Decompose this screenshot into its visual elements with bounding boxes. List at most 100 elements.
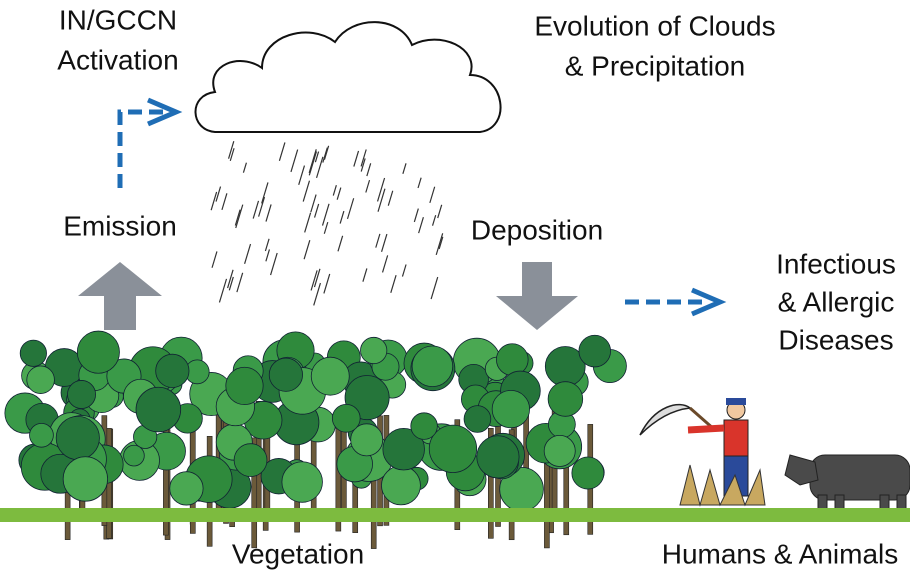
foliage [77, 331, 119, 373]
foliage [124, 445, 145, 466]
raindrop [436, 233, 442, 255]
raindrop [222, 193, 227, 210]
raindrop [337, 188, 341, 200]
raindrop [315, 204, 319, 218]
emission-label: Emission [63, 210, 177, 241]
raindrop [419, 217, 424, 233]
foliage [170, 472, 203, 505]
raindrop [236, 205, 243, 228]
raindrop [253, 201, 258, 219]
foliage [412, 346, 453, 387]
foliage [156, 354, 189, 387]
foliage [572, 457, 604, 489]
raindrop [291, 150, 298, 172]
raindrop [245, 244, 251, 264]
raindrop [378, 178, 385, 201]
raindrop [317, 157, 323, 178]
foliage [136, 387, 181, 432]
foliage [381, 466, 420, 505]
raindrop [219, 279, 226, 303]
foliage [361, 337, 387, 363]
raindrop [303, 181, 309, 202]
raindrop [438, 205, 442, 218]
raindrop [366, 180, 370, 192]
raindrop [237, 273, 243, 292]
foliage [332, 404, 360, 432]
foliage [492, 390, 529, 427]
diseases-label: & Allergic [778, 286, 895, 317]
raindrop [378, 189, 385, 212]
raindrop [299, 166, 305, 185]
raindrop [403, 163, 406, 174]
deposition-label: Deposition [471, 214, 603, 245]
clouds-label: & Precipitation [565, 50, 746, 81]
raindrop [430, 187, 435, 203]
clouds-label: Evolution of Clouds [534, 10, 775, 41]
foliage [234, 444, 267, 477]
diagram: IN/GCCN Activation Evolution of Clouds &… [0, 0, 910, 572]
raindrop [402, 264, 406, 276]
ground [0, 508, 910, 522]
raindrop [279, 142, 285, 160]
raindrop [324, 222, 327, 234]
raindrop [266, 249, 270, 261]
diseases-label: Infectious [776, 248, 896, 279]
vegetation-label: Vegetation [232, 538, 364, 569]
activation-arrow [120, 112, 165, 188]
activation-label: Activation [57, 44, 178, 75]
foliage [226, 367, 263, 404]
humans-label: Humans & Animals [662, 538, 899, 569]
foliage [464, 406, 491, 433]
raindrop [259, 197, 265, 217]
raindrop [324, 146, 328, 160]
foliage [429, 425, 476, 472]
raindrop [382, 234, 387, 252]
raindrop [262, 182, 268, 203]
raindrop [311, 195, 316, 213]
raindrop [243, 163, 246, 173]
raindrop [271, 253, 278, 275]
deposition-arrow [496, 262, 578, 330]
foliage [544, 435, 575, 466]
raindrop [363, 268, 367, 281]
raindrop [323, 148, 327, 163]
raindrop [391, 275, 396, 293]
foliage [30, 423, 54, 447]
emission-arrow [78, 262, 162, 330]
raindrop [212, 251, 217, 267]
rain [211, 141, 443, 305]
raindrop [383, 255, 388, 272]
raindrop [309, 151, 316, 175]
foliage [27, 366, 55, 394]
raindrop [340, 211, 344, 223]
foliage [548, 382, 583, 417]
activation-label: IN/GCCN [59, 4, 177, 35]
foliage [67, 380, 95, 408]
foliage [496, 344, 528, 376]
raindrop [216, 187, 221, 202]
raindrop [324, 274, 330, 293]
foliage [56, 416, 99, 459]
foliage [269, 358, 302, 391]
raindrop [433, 215, 436, 225]
foliage [282, 462, 323, 503]
human [640, 398, 765, 505]
foliage [63, 457, 107, 501]
raindrop [388, 191, 392, 206]
raindrop [305, 213, 311, 233]
raindrop [333, 185, 336, 195]
raindrop [431, 277, 438, 299]
raindrop [376, 234, 380, 248]
foliage [411, 413, 438, 440]
foliage [20, 340, 46, 366]
cloud [195, 22, 500, 132]
raindrop [418, 178, 421, 188]
raindrop [266, 204, 271, 221]
foliage [579, 335, 611, 367]
raindrop [304, 240, 310, 259]
raindrop [367, 163, 371, 176]
diseases-label: Diseases [778, 324, 893, 355]
raindrop [414, 209, 418, 222]
raindrop [265, 239, 269, 251]
foliage [311, 357, 349, 395]
